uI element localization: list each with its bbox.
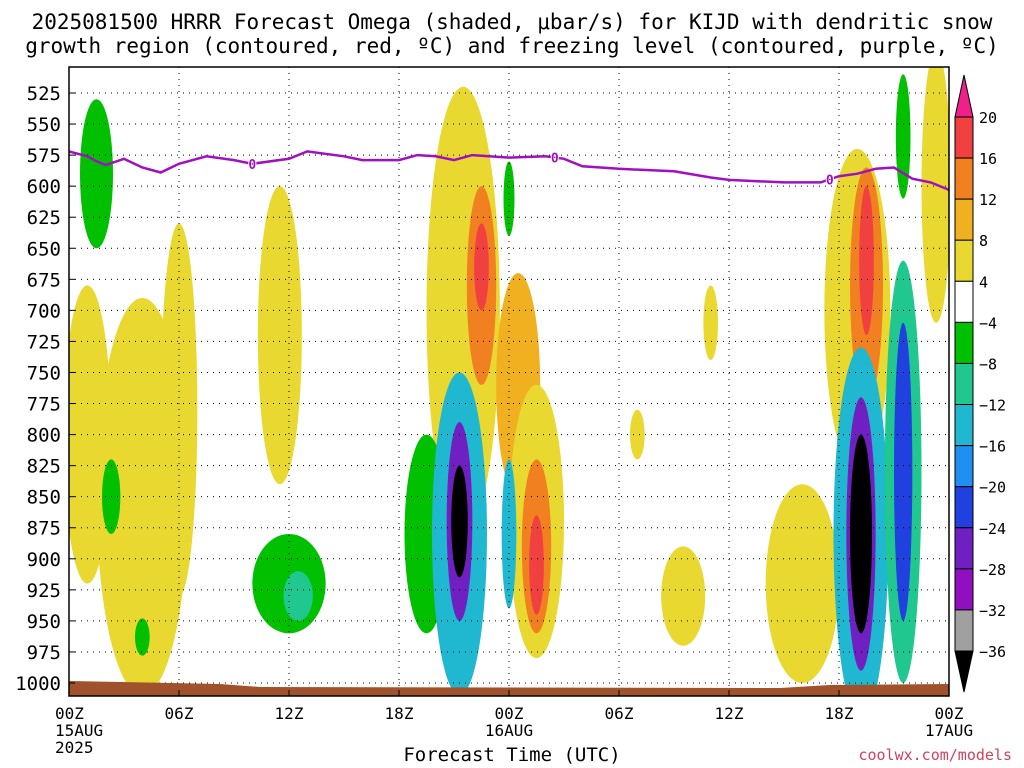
x-tick-label-6: 06Z (165, 704, 194, 723)
y-tick-label-950: 950 (27, 611, 61, 633)
colorbar-swatch-12 (954, 609, 974, 652)
colorbar-label-7: −12 (979, 397, 1006, 415)
freezing-label-0: 0 (248, 158, 256, 173)
freezing-level-labels: 0 0 0 (248, 150, 834, 188)
x-tick-date-48: 17AUG (925, 721, 973, 740)
y-tick-label-800: 800 (27, 425, 61, 447)
colorbar-label-3: 8 (979, 232, 988, 250)
colorbar-swatch-9 (954, 486, 974, 529)
y-tick-label-725: 725 (27, 331, 61, 353)
colorbar-label-1: 16 (979, 150, 997, 168)
x-tick-date-24: 16AUG (485, 721, 533, 740)
x-tick-year-0: 2025 (55, 738, 94, 757)
x-tick-date-0: 15AUG (55, 721, 103, 740)
y-tick-label-825: 825 (27, 456, 61, 478)
colorbar-swatch-8 (954, 445, 974, 488)
colorbar-label-6: −8 (979, 355, 997, 373)
freezing-label-bg-2 (825, 172, 834, 186)
y-tick-label-1000: 1000 (15, 673, 61, 695)
site-credit: coolwx.com/models (858, 746, 1012, 764)
colorbar-swatch-2 (954, 198, 974, 241)
colorbar-swatch-1 (954, 157, 974, 200)
y-tick-label-575: 575 (27, 145, 61, 167)
y-tick-label-650: 650 (27, 238, 61, 260)
y-tick-label-700: 700 (27, 300, 61, 322)
x-tick-label-12: 12Z (275, 704, 304, 723)
colorbar-swatch-3 (954, 239, 974, 282)
omega-region-35 (894, 322, 913, 621)
omega-region-19 (80, 99, 113, 249)
omega-region-30 (895, 74, 911, 199)
y-tick-label-900: 900 (27, 549, 61, 571)
omega-region-33 (850, 434, 872, 634)
colorbar-bottom-arrow (954, 650, 974, 693)
omega-region-12 (661, 546, 706, 646)
x-tick-label-36: 12Z (715, 704, 744, 723)
y-tick-label-675: 675 (27, 269, 61, 291)
omega-region-29 (501, 459, 517, 609)
colorbar-label-11: −28 (979, 561, 1006, 579)
x-tick-label-24: 00Z (495, 704, 524, 723)
omega-region-14 (765, 484, 839, 683)
y-tick-label-975: 975 (27, 642, 61, 664)
omega-region-17 (859, 186, 874, 336)
omega-region-11 (630, 409, 645, 460)
omega-region-13 (703, 285, 719, 361)
colorbar-label-5: −4 (979, 314, 997, 332)
colorbar-label-2: 12 (979, 191, 997, 209)
omega-region-28 (503, 161, 515, 236)
omega-region-3 (257, 186, 302, 485)
chart-title-line2: growth region (contoured, red, ºC) and f… (25, 34, 999, 58)
colorbar-label-9: −20 (979, 479, 1006, 497)
x-tick-label-48: 00Z (935, 704, 964, 723)
y-tick-label-600: 600 (27, 176, 61, 198)
colorbar-label-4: 4 (979, 273, 988, 291)
y-tick-label-625: 625 (27, 207, 61, 229)
x-tick-label-30: 06Z (605, 704, 634, 723)
omega-region-18 (921, 67, 949, 323)
y-tick-label-750: 750 (27, 362, 61, 384)
pressure-axis: 525 550 575 600 625 650 675 700 725 750 775 800 825 8… (15, 83, 75, 695)
y-tick-label-875: 875 (27, 518, 61, 540)
chart-title-line1: 2025081500 HRRR Forecast Omega (shaded, … (31, 10, 993, 34)
colorbar-label-10: −24 (979, 520, 1006, 538)
omega-region-21 (135, 618, 150, 656)
y-tick-label-550: 550 (27, 114, 61, 136)
x-tick-label-18: 18Z (385, 704, 414, 723)
freezing-label-bg-0 (248, 156, 257, 170)
omega-shading (69, 67, 949, 696)
colorbar-swatch-6 (954, 362, 974, 406)
omega-region-10 (529, 515, 544, 615)
y-tick-label-525: 525 (27, 83, 61, 105)
omega-region-27 (451, 465, 468, 578)
x-tick-label-42: 18Z (825, 704, 854, 723)
y-tick-label-925: 925 (27, 580, 61, 602)
colorbar-swatch-7 (954, 404, 974, 447)
y-tick-label-850: 850 (27, 487, 61, 509)
freezing-label-2: 0 (826, 173, 834, 188)
freezing-label-1: 0 (551, 152, 559, 167)
freezing-label-bg-1 (550, 150, 559, 164)
omega-region-6 (474, 223, 489, 311)
colorbar-label-12: −32 (979, 602, 1006, 620)
colorbar-swatch-10 (954, 527, 974, 570)
colorbar-swatch-0 (954, 116, 974, 159)
omega-region-23 (283, 571, 313, 621)
y-tick-label-775: 775 (27, 394, 61, 416)
colorbar: 20 16 12 8 4 −4 −8 −12 −16 −20 −24 −28 −32 −36 (954, 74, 1006, 693)
colorbar-label-0: 20 (979, 109, 997, 127)
x-tick-label-0: 00Z (55, 704, 84, 723)
x-axis-title: Forecast Time (UTC) (403, 744, 621, 766)
colorbar-swatch-11 (954, 568, 974, 611)
colorbar-top-arrow (954, 74, 974, 118)
colorbar-label-8: −16 (979, 438, 1006, 456)
freezing-level-contour (68, 150, 950, 192)
colorbar-swatch-4 (954, 280, 974, 323)
colorbar-swatch-5 (954, 321, 974, 364)
colorbar-label-13: −36 (979, 643, 1006, 661)
